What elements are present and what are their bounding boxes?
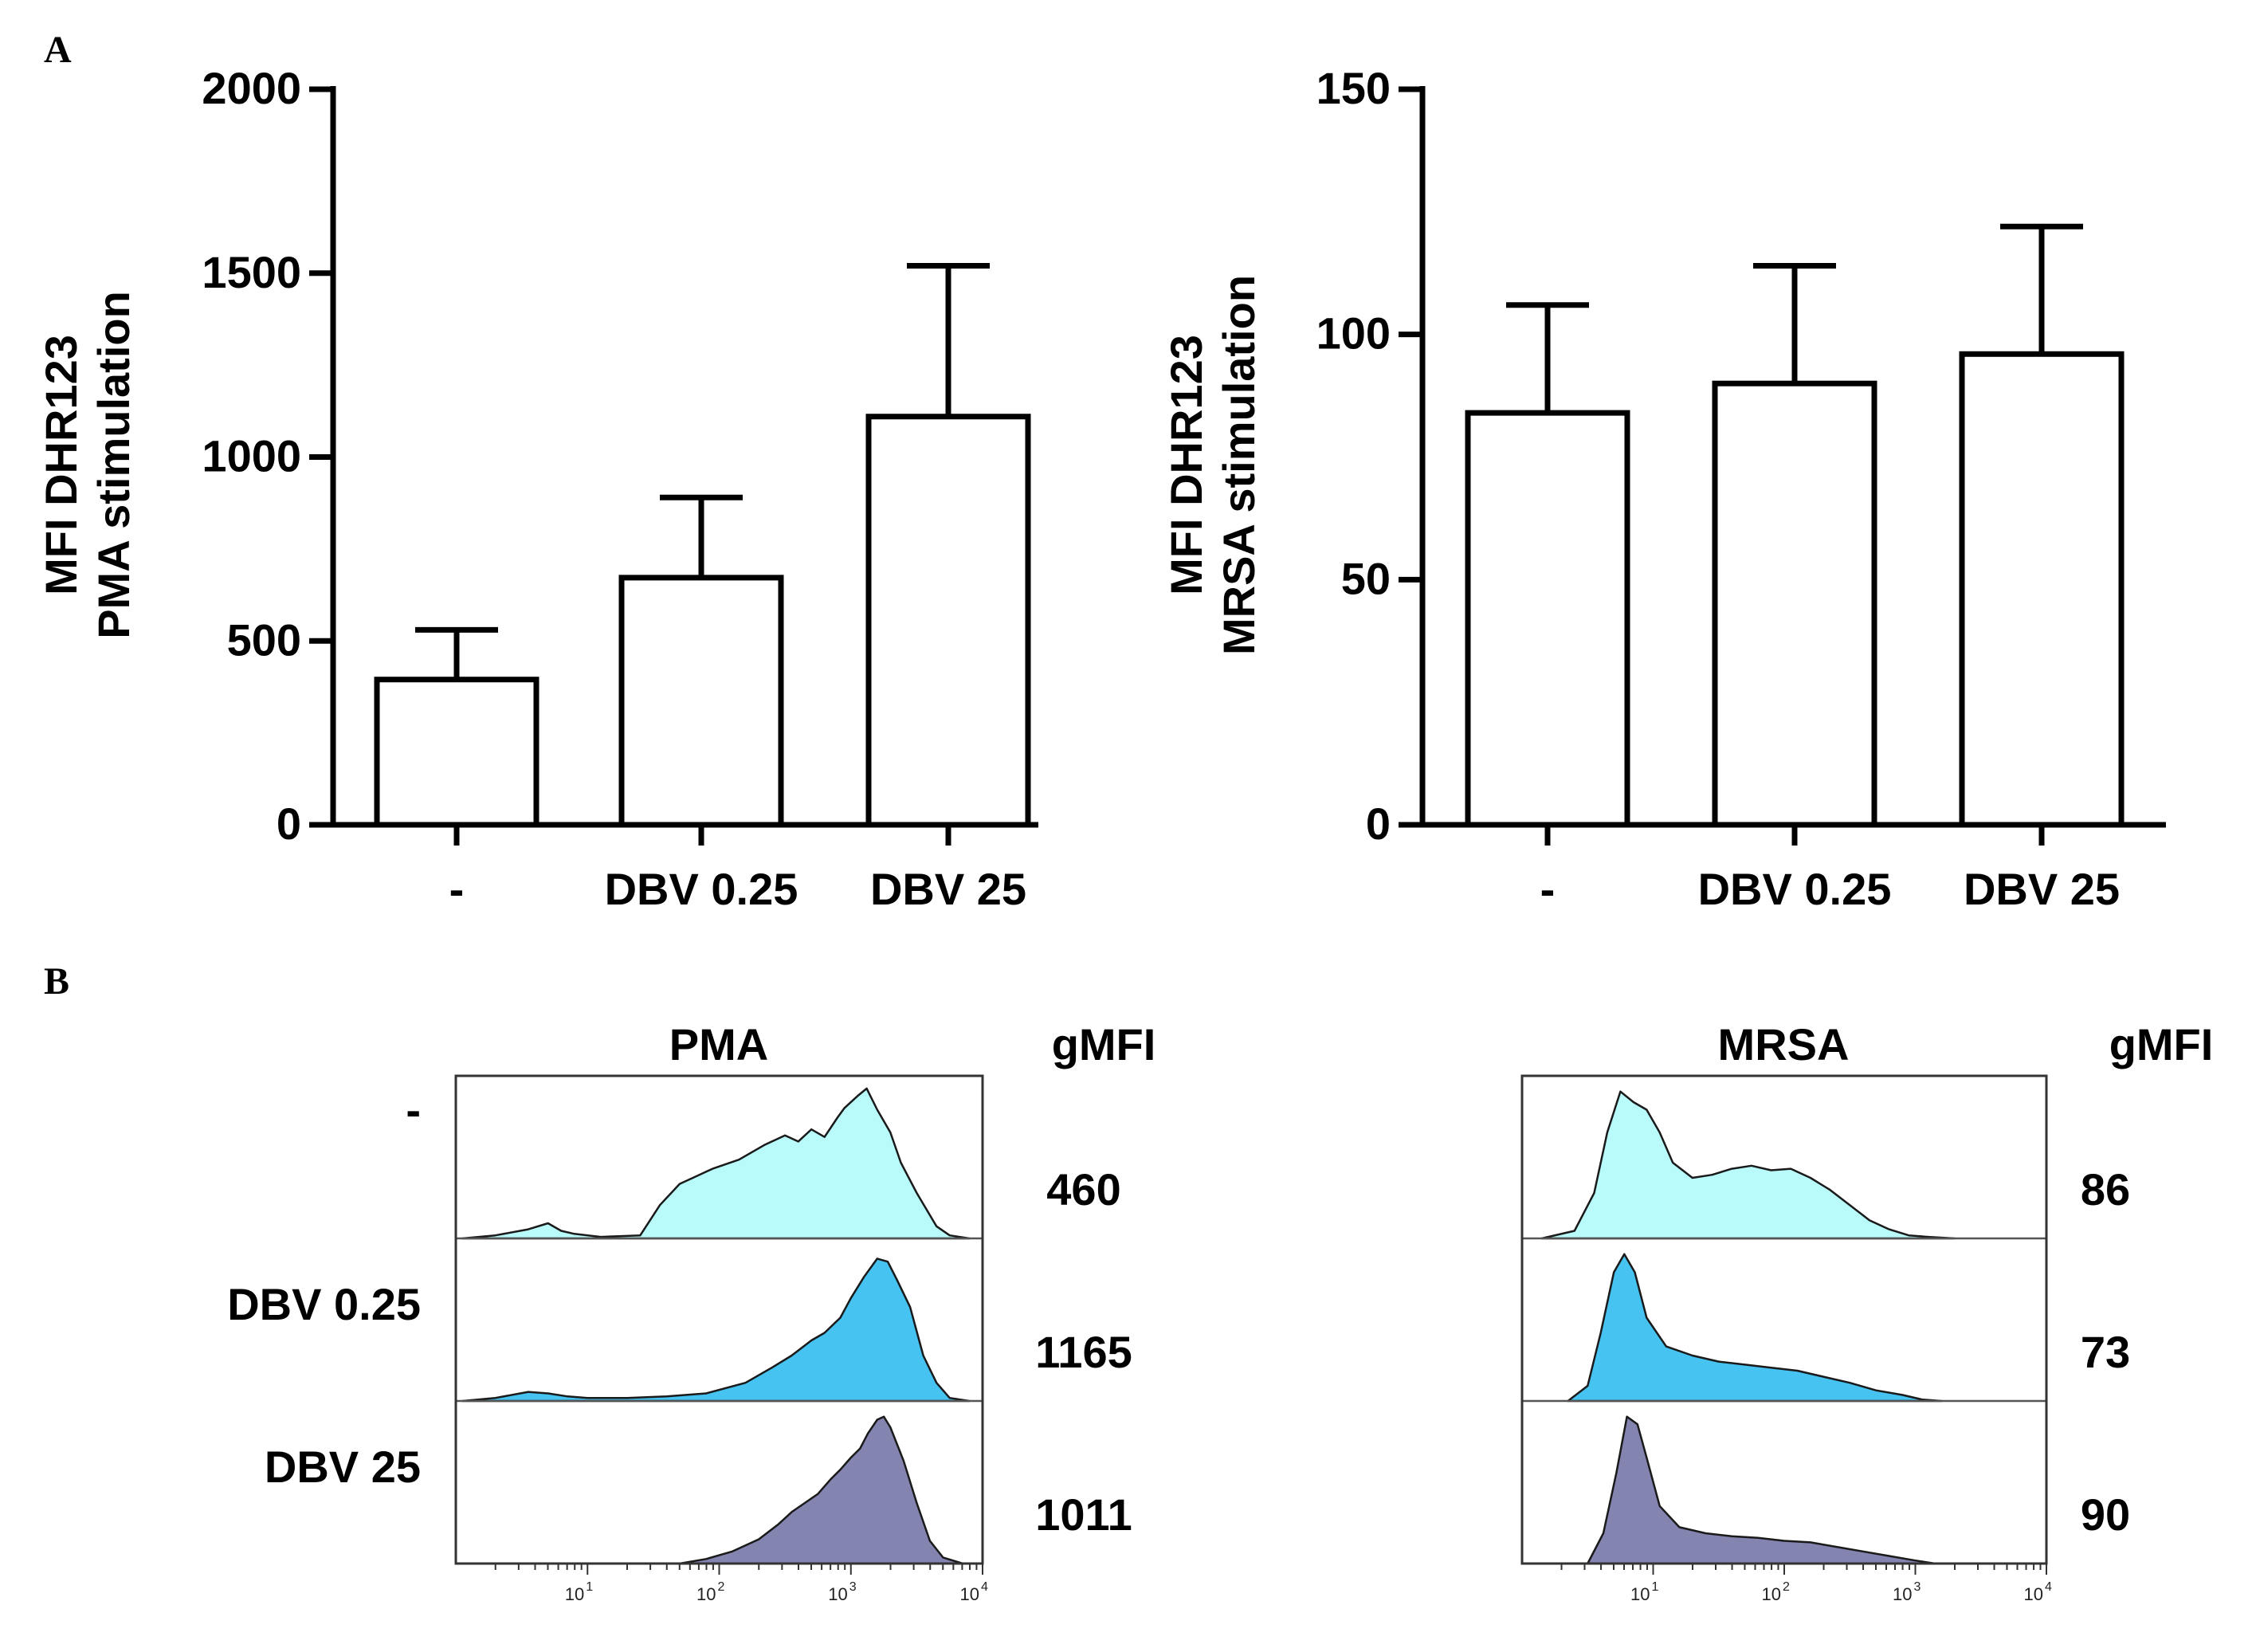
histogram-title: PMA (669, 1019, 768, 1069)
x-tick-label: DBV 0.25 (605, 864, 798, 914)
histogram-curve (678, 1415, 964, 1565)
gmfi-header: gMFI (1052, 1019, 1156, 1069)
y-tick-label: 100 (1316, 308, 1391, 359)
gmfi-value: 460 (1046, 1164, 1120, 1214)
bar (618, 575, 784, 828)
bar (1712, 380, 1877, 828)
x-tick-base: 10 (960, 1584, 979, 1604)
x-tick-label: 10 (1630, 1584, 1650, 1604)
y-tick-label: 50 (1341, 553, 1391, 603)
x-tick-base: 10 (696, 1584, 716, 1604)
x-tick-base: 10 (565, 1584, 584, 1604)
x-tick-exponent: 2 (718, 1580, 725, 1594)
x-tick-base: 10 (828, 1584, 847, 1604)
x-tick-base: 10 (2024, 1584, 2043, 1604)
x-tick-label: DBV 25 (870, 864, 1026, 914)
x-tick-label: 10 (2024, 1584, 2043, 1604)
x-tick-exponent: 4 (2045, 1580, 2052, 1594)
y-tick-label: 2000 (202, 63, 301, 113)
gmfi-value: 73 (2081, 1327, 2130, 1377)
row-label: - (406, 1085, 421, 1135)
x-tick-exponent: 4 (981, 1580, 988, 1594)
x-tick-exponent: 3 (849, 1580, 857, 1594)
gmfi-value: 86 (2081, 1164, 2130, 1214)
x-tick-label: - (449, 864, 465, 914)
bar-chart-A-right: 0 50 100 150 - DBV 0.25 DBV 25 MFI DHR123MRSA s… (1161, 63, 2166, 914)
x-tick-label: 10 (1893, 1584, 1912, 1604)
y-axis-label: MFI DHR123PMA stimulation (36, 291, 139, 639)
y-axis-label-line: MFI DHR123 (1161, 335, 1211, 595)
x-tick-label: 10 (696, 1584, 716, 1604)
histogram-curve (1540, 1090, 1956, 1240)
x-tick-label: 10 (828, 1584, 847, 1604)
histogram-title: MRSA (1718, 1019, 1850, 1069)
x-tick-exponent: 3 (1914, 1580, 1921, 1594)
histogram-curve (461, 1258, 971, 1403)
y-tick-label: 150 (1316, 63, 1391, 113)
x-tick-base: 10 (1762, 1584, 1781, 1604)
bar (865, 414, 1031, 828)
y-tick-label: 1500 (202, 247, 301, 297)
x-tick-label: DBV 25 (1964, 864, 2120, 914)
x-tick-exponent: 2 (1783, 1580, 1790, 1594)
gmfi-value: 90 (2081, 1489, 2130, 1540)
y-tick-label: 0 (1366, 799, 1391, 849)
x-tick-base: 10 (1893, 1584, 1912, 1604)
bar (1959, 351, 2125, 828)
gmfi-value: 1165 (1035, 1327, 1132, 1377)
bar (1465, 410, 1630, 828)
x-tick-label: 10 (565, 1584, 584, 1604)
x-tick-base: 10 (1630, 1584, 1650, 1604)
row-label: DBV 25 (265, 1442, 421, 1492)
bar-chart-A-left: 0 500 1000 1500 2000 - DBV 0.25 DBV 25 MFI DHR12… (36, 63, 1038, 914)
x-tick-label: - (1540, 864, 1556, 914)
x-tick-exponent: 1 (586, 1580, 593, 1594)
x-tick-label: DBV 0.25 (1698, 864, 1892, 914)
histogram-frame (1520, 1074, 2048, 1565)
histogram-curve (1587, 1415, 1936, 1565)
y-tick-label: 500 (227, 614, 301, 665)
y-axis-label-line: PMA stimulation (88, 291, 139, 639)
panel-label-a: A (44, 29, 72, 71)
y-tick-label: 0 (277, 799, 301, 849)
panel-label-b: B (44, 960, 69, 1003)
x-tick-label: 10 (1762, 1584, 1781, 1604)
y-axis-label-line: MFI DHR123 (36, 335, 86, 595)
y-tick-label: 1000 (202, 431, 301, 481)
y-axis-label: MFI DHR123MRSA stimulation (1161, 275, 1264, 655)
bar (374, 677, 539, 828)
x-tick-label: 10 (960, 1584, 979, 1604)
gmfi-header: gMFI (2109, 1019, 2214, 1069)
gmfi-value: 1011 (1035, 1489, 1132, 1540)
histogram-curve (1567, 1253, 1943, 1403)
histogram-curve (461, 1087, 971, 1240)
y-axis-label-line: MRSA stimulation (1214, 275, 1264, 655)
x-tick-exponent: 1 (1652, 1580, 1659, 1594)
row-label: DBV 0.25 (227, 1279, 421, 1329)
